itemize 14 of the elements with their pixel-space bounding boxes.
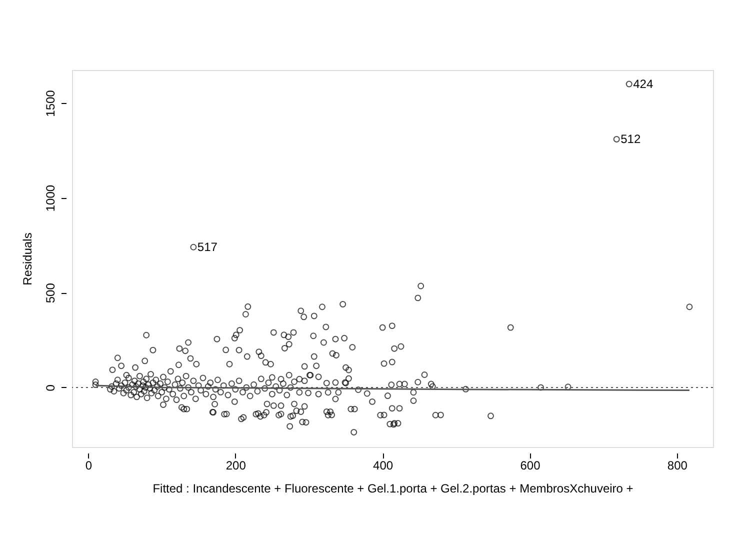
- annotation: 512: [620, 132, 641, 146]
- x-tick-label: 400: [373, 458, 394, 472]
- x-tick-label: 0: [85, 458, 92, 472]
- x-axis-title: Fitted : Incandescente + Fluorescente + Gel.1.porta + Gel.2.portas + MembrosXchuveiro +: [152, 482, 634, 496]
- y-tick-label: 1500: [44, 90, 58, 117]
- x-tick-label: 800: [667, 458, 688, 472]
- annotation: 424: [633, 77, 654, 92]
- annotation: 517: [197, 240, 218, 254]
- x-tick-label: 200: [226, 458, 246, 472]
- y-tick-label: 500: [44, 282, 58, 304]
- x-tick-label: 600: [520, 458, 541, 472]
- y-axis-title: Residuals: [20, 232, 34, 286]
- y-tick-label: 0: [44, 384, 58, 392]
- y-tick-label: 1000: [44, 184, 58, 212]
